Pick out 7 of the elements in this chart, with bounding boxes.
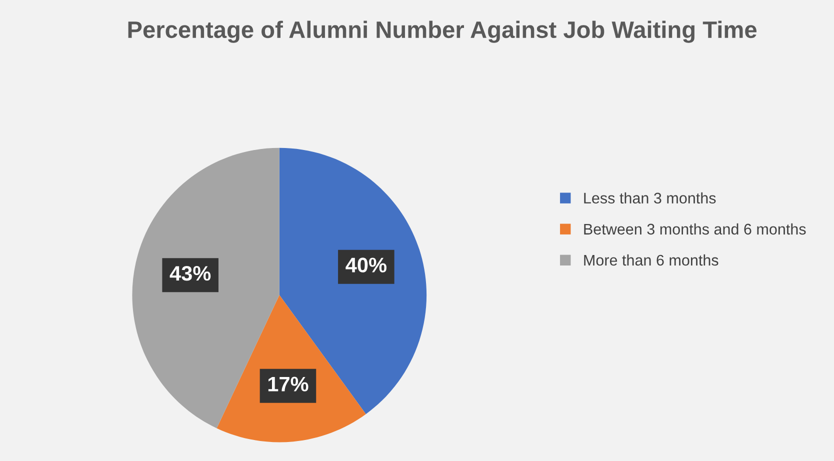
legend-label: Between 3 months and 6 months xyxy=(584,223,806,235)
legend-label: More than 6 months xyxy=(584,254,718,266)
data-label: 17% xyxy=(268,376,308,392)
chart-title: Percentage of Alumni Number Against Job Waiting Time xyxy=(128,20,757,43)
data-label: 40% xyxy=(346,258,386,272)
legend-label: Less than 3 months xyxy=(584,192,716,204)
data-label: 43% xyxy=(170,266,211,281)
